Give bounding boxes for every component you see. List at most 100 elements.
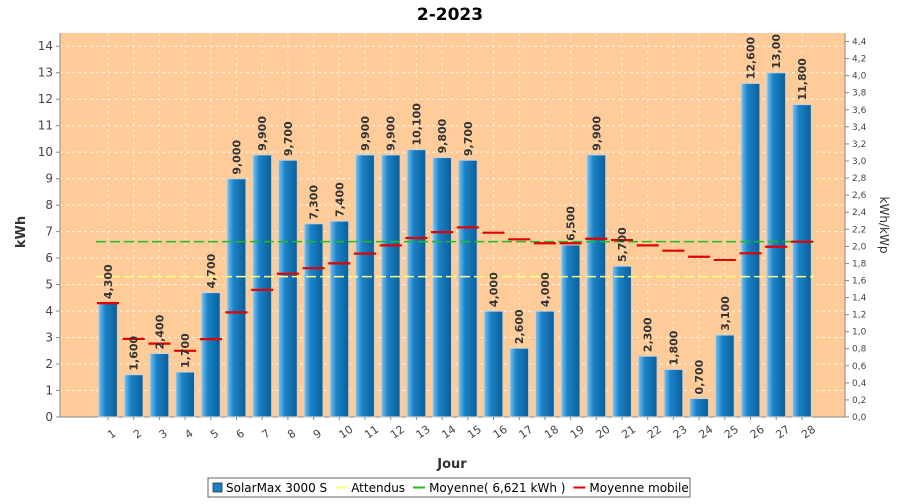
y2-tick-label: 3,0 [852, 157, 867, 167]
plot-area: 012345678910111213140,00,20,40,60,81,01,… [38, 33, 867, 441]
y-tick-label: 4 [45, 304, 53, 318]
y-tick-label: 14 [38, 39, 53, 53]
x-tick-label: 10 [337, 423, 356, 442]
bar-value-label: 9,800 [436, 118, 449, 153]
bar-value-label: 4,000 [488, 272, 501, 307]
y-tick-label: 1 [45, 384, 53, 398]
y2-tick-label: 4,4 [852, 38, 867, 48]
y-tick-label: 13 [38, 66, 53, 80]
bar-3 [149, 352, 170, 418]
y2-tick-label: 2,8 [852, 174, 867, 184]
bar-value-label: 2,300 [642, 317, 655, 352]
bar-value-label: 5,700 [616, 227, 629, 262]
x-tick-label: 24 [696, 423, 715, 442]
y-tick-label: 9 [45, 172, 53, 186]
x-tick-label: 5 [208, 427, 221, 442]
bar-12 [380, 154, 401, 418]
x-tick-label: 20 [594, 423, 613, 442]
legend-label: Moyenne( 6,621 kWh ) [429, 481, 565, 495]
bar-26 [740, 82, 761, 418]
y2-tick-label: 2,2 [852, 225, 866, 235]
chart-title: 2-2023 [417, 5, 483, 25]
x-tick-label: 27 [773, 423, 792, 442]
bar-25 [714, 334, 735, 418]
x-tick-label: 15 [465, 423, 484, 442]
y2-tick-label: 2,4 [852, 208, 867, 218]
y2-tick-label: 2,6 [852, 191, 867, 201]
bar-20 [586, 154, 607, 418]
x-tick-label: 9 [311, 427, 324, 442]
x-tick-label: 26 [748, 423, 767, 442]
bar-8 [277, 159, 298, 418]
x-tick-label: 23 [671, 423, 690, 442]
y2-tick-label: 0,6 [852, 362, 867, 372]
bar-value-label: 9,900 [359, 116, 372, 151]
y2-tick-label: 2,0 [852, 242, 867, 252]
bar-value-label: 9,900 [590, 116, 603, 151]
y2-tick-label: 3,4 [852, 123, 867, 133]
bar-15 [457, 159, 478, 418]
x-tick-label: 28 [799, 423, 818, 442]
bar-value-label: 9,900 [256, 116, 269, 151]
x-tick-label: 22 [645, 423, 664, 442]
bar-28 [791, 103, 813, 418]
y-tick-label: 7 [45, 225, 53, 239]
bar-value-label: 11,800 [796, 58, 809, 101]
bar-13 [406, 148, 427, 418]
bar-value-label: 4,700 [205, 253, 218, 288]
y-tick-label: 2 [45, 357, 53, 371]
x-tick-label: 7 [259, 427, 272, 442]
bar-value-label: 6,500 [565, 206, 578, 241]
bar-1 [97, 302, 119, 418]
bar-5 [200, 291, 221, 418]
y2-tick-label: 0,0 [852, 413, 867, 423]
legend-swatch [212, 482, 223, 493]
y2-tick-label: 3,2 [852, 140, 866, 150]
x-tick-label: 1 [105, 427, 118, 442]
legend-label: Attendus [351, 481, 405, 495]
bar-value-label: 0,700 [693, 359, 706, 394]
bar-18 [534, 310, 556, 418]
x-tick-label: 11 [362, 423, 381, 442]
bar-19 [560, 244, 581, 418]
bar-value-label: 12,600 [745, 37, 758, 80]
y2-axis-title: kWh/kWp [877, 197, 891, 254]
bar-4 [175, 371, 196, 418]
bar-value-label: 4,300 [102, 264, 115, 299]
legend-label: SolarMax 3000 S [226, 481, 327, 495]
bar-value-label: 7,400 [333, 182, 346, 217]
y-tick-label: 12 [38, 92, 53, 106]
bar-17 [509, 347, 530, 418]
bar-value-label: 2,400 [153, 314, 166, 349]
x-tick-label: 8 [285, 427, 298, 442]
bar-value-label: 1,700 [179, 333, 192, 368]
bar-10 [329, 220, 350, 418]
y2-tick-label: 1,0 [852, 328, 867, 338]
x-tick-label: 14 [439, 423, 458, 442]
y2-tick-label: 4,2 [852, 55, 866, 65]
bar-16 [483, 310, 504, 418]
y2-tick-label: 1,4 [852, 294, 867, 304]
x-tick-label: 4 [182, 427, 195, 442]
y-tick-label: 11 [38, 119, 53, 133]
x-tick-label: 21 [619, 423, 638, 442]
y2-tick-label: 1,2 [852, 311, 866, 321]
x-tick-label: 25 [722, 423, 741, 442]
y2-tick-label: 0,2 [852, 396, 866, 406]
bar-27 [766, 72, 787, 418]
legend-label: Moyenne mobile [589, 481, 688, 495]
plot-background [60, 33, 845, 417]
bar-7 [252, 154, 273, 418]
x-tick-label: 17 [516, 423, 535, 442]
y2-tick-label: 3,8 [852, 89, 867, 99]
y-tick-label: 5 [45, 278, 53, 292]
bar-value-label: 13,00 [770, 34, 783, 69]
legend: SolarMax 3000 S Attendus Moyenne( 6,621 kW… [207, 477, 691, 498]
y2-tick-label: 3,6 [852, 106, 867, 116]
bar-6 [226, 178, 247, 418]
x-tick-label: 19 [568, 423, 587, 442]
x-tick-label: 2 [131, 427, 144, 442]
bar-value-label: 1,800 [667, 330, 680, 365]
bar-21 [611, 265, 633, 418]
